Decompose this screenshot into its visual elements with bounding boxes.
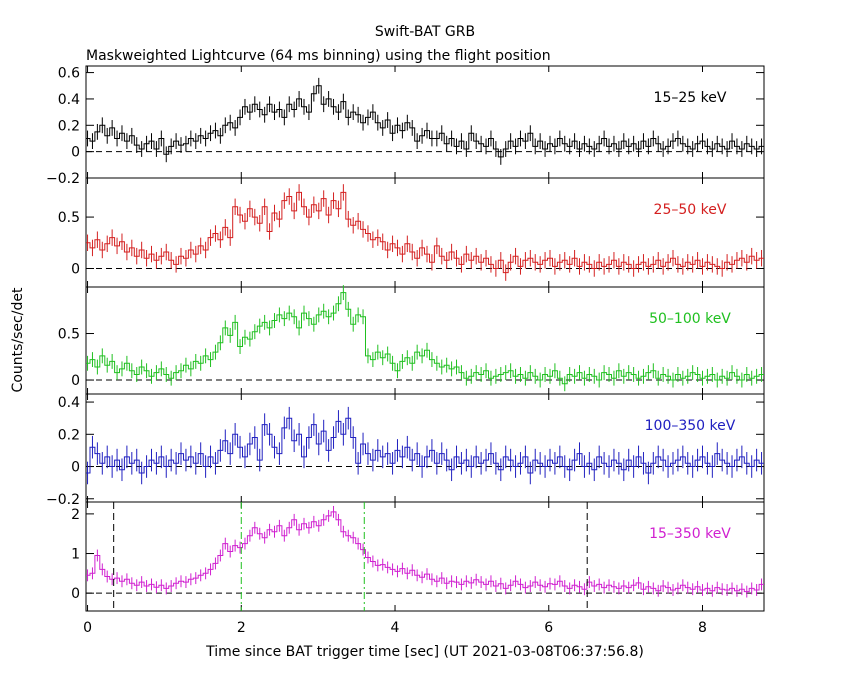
panel-frame: [85, 501, 765, 612]
panel-frame: [85, 65, 765, 179]
y-tick-label: −0.2: [46, 492, 80, 508]
x-tick-label: 2: [237, 620, 246, 636]
panel-frame: [85, 286, 765, 395]
lightcurve-step: [86, 85, 764, 158]
panel-frame: [85, 177, 765, 288]
y-tick-label: 2: [71, 507, 80, 523]
y-tick-label: 0.2: [58, 118, 80, 134]
lightcurve-step: [86, 292, 764, 385]
y-tick-label: 0.4: [58, 395, 80, 411]
y-tick-label: 0.6: [58, 66, 80, 82]
y-tick-label: −0.2: [46, 171, 80, 187]
y-tick-label: 0.2: [58, 427, 80, 443]
lightcurve-step: [86, 191, 764, 274]
x-tick-label: 0: [83, 620, 92, 636]
y-tick-label: 0.5: [58, 327, 80, 343]
y-tick-label: 1: [71, 547, 80, 563]
y-tick-label: 0: [71, 261, 80, 277]
y-tick-label: 0: [71, 373, 80, 389]
energy-band-label: 100–350 keV: [645, 418, 736, 434]
y-tick-label: 0: [71, 145, 80, 161]
panel-frame: [85, 393, 765, 503]
y-tick-label: 0: [71, 586, 80, 602]
energy-band-label: 15–350 keV: [649, 526, 731, 542]
x-tick-label: 4: [391, 620, 400, 636]
y-axis-label: Counts/sec/det: [10, 287, 26, 392]
chart-subtitle: Maskweighted Lightcurve (64 ms binning) …: [86, 48, 551, 64]
energy-band-label: 15–25 keV: [654, 90, 727, 106]
energy-band-label: 50–100 keV: [649, 311, 731, 327]
y-tick-label: 0.4: [58, 92, 80, 108]
y-tick-label: 0.5: [58, 210, 80, 226]
x-tick-label: 6: [544, 620, 553, 636]
lightcurve-step: [86, 511, 764, 593]
chart-title: Swift-BAT GRB: [375, 24, 475, 40]
x-axis-label: Time since BAT trigger time [sec] (UT 20…: [205, 644, 644, 660]
plot-area: −0.2 0 0.2 0.4 0.6 15–25 keV 0 0.5 25–50 keV 0 0.5…: [46, 65, 765, 636]
lightcurve-step: [86, 417, 764, 474]
y-tick-label: 0: [71, 460, 80, 476]
energy-band-label: 25–50 keV: [654, 202, 727, 218]
x-tick-label: 8: [698, 620, 707, 636]
